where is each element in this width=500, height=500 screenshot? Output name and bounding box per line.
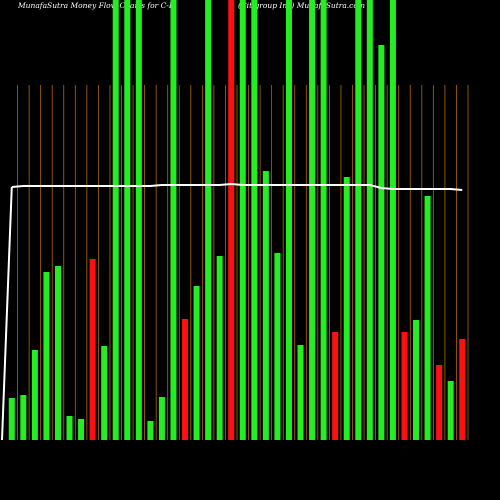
bar bbox=[274, 253, 281, 440]
bar bbox=[297, 345, 304, 440]
bar bbox=[239, 0, 246, 440]
bar bbox=[413, 320, 420, 440]
bar bbox=[135, 0, 142, 440]
money-flow-line bbox=[11, 182, 463, 191]
bar bbox=[101, 346, 108, 440]
grid bbox=[17, 85, 469, 440]
bar bbox=[436, 365, 443, 440]
bar bbox=[112, 0, 119, 440]
bar bbox=[401, 332, 408, 440]
bar bbox=[424, 196, 431, 440]
bar bbox=[158, 397, 165, 440]
bar bbox=[320, 0, 327, 440]
bars bbox=[8, 0, 466, 440]
bar bbox=[66, 416, 73, 440]
bar bbox=[193, 286, 200, 440]
bar bbox=[43, 272, 50, 440]
bar bbox=[31, 350, 38, 440]
line-layer bbox=[1, 182, 463, 441]
bar bbox=[309, 0, 316, 440]
bar bbox=[205, 0, 212, 440]
bar bbox=[89, 259, 96, 440]
chart-subtitle: (Citigroup Inc) MunafaSutra.com bbox=[238, 1, 365, 10]
line-start bbox=[1, 186, 13, 441]
chart-title: MunafaSutra Money Flow Charts for C-K bbox=[17, 1, 175, 10]
bar bbox=[355, 0, 362, 440]
bar bbox=[8, 398, 15, 440]
bar bbox=[343, 177, 350, 440]
bar bbox=[228, 0, 235, 440]
bar bbox=[124, 0, 131, 440]
bar bbox=[459, 339, 466, 440]
bar bbox=[285, 0, 292, 440]
bar bbox=[389, 0, 396, 440]
bar bbox=[147, 421, 154, 440]
bar bbox=[216, 256, 223, 440]
bar bbox=[54, 266, 61, 440]
bar bbox=[378, 45, 385, 440]
bar bbox=[332, 332, 339, 440]
bar bbox=[262, 171, 269, 440]
bar bbox=[251, 0, 258, 440]
bar bbox=[366, 0, 373, 440]
bar bbox=[447, 381, 454, 440]
bar bbox=[170, 0, 177, 440]
bar bbox=[182, 319, 189, 440]
bar bbox=[78, 419, 85, 440]
bar bbox=[20, 395, 27, 440]
